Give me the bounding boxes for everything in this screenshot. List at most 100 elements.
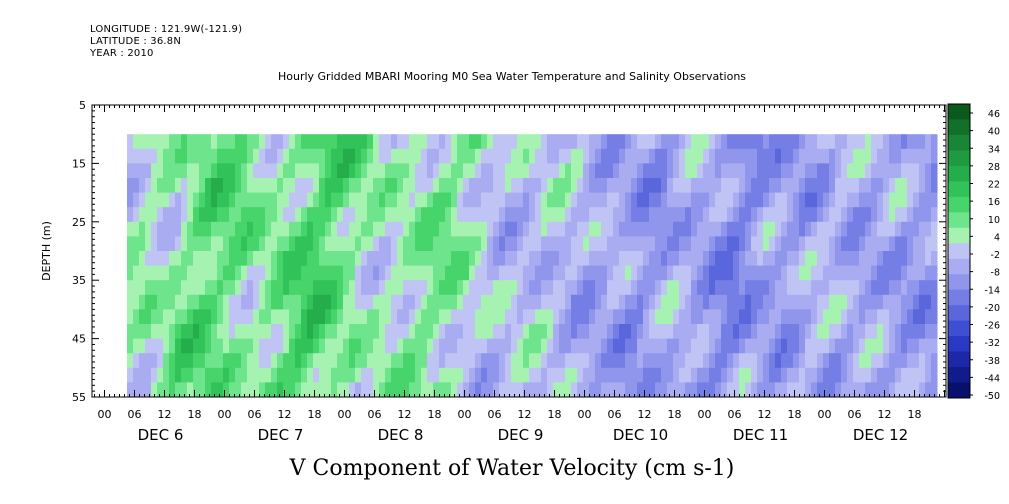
heatmap-cell [637,221,644,237]
heatmap-cell [505,367,512,383]
heatmap-cell [907,324,914,340]
heatmap-cell [637,353,644,369]
heatmap-cell [829,236,836,252]
heatmap-cell [685,324,692,340]
heatmap-cell [589,324,596,340]
heatmap-cell [481,163,488,179]
heatmap-cell [745,367,752,383]
heatmap-cell [433,294,440,310]
heatmap-cell [865,265,872,281]
heatmap-cell [571,324,578,340]
heatmap-cell [163,207,170,223]
heatmap-cell [481,221,488,237]
heatmap-cell [643,236,650,252]
heatmap-cell [337,192,344,208]
heatmap-cell [439,178,446,194]
heatmap-cell [259,207,266,223]
heatmap-cell [523,134,530,150]
heatmap-cell [895,367,902,383]
heatmap-cell [337,324,344,340]
heatmap-cell [211,324,218,340]
heatmap-cell [733,207,740,223]
heatmap-cell [661,294,668,310]
colorbar-label: -44 [984,373,1000,384]
heatmap-cell [685,192,692,208]
heatmap-cell [463,382,470,398]
heatmap-cell [241,163,248,179]
heatmap-cell [751,309,758,325]
heatmap-cell [553,178,560,194]
heatmap-cell [439,382,446,398]
heatmap-cell [853,309,860,325]
heatmap-cell [559,148,566,164]
heatmap-cell [145,134,152,150]
heatmap-cell [385,221,392,237]
heatmap-cell [727,309,734,325]
heatmap-cell [859,251,866,267]
heatmap-cell [337,221,344,237]
heatmap-cell [367,280,374,296]
heatmap-cell [787,207,794,223]
heatmap-cell [493,148,500,164]
heatmap-cell [697,309,704,325]
heatmap-cell [565,148,572,164]
heatmap-cell [247,367,254,383]
heatmap-cell [553,265,560,281]
heatmap-cell [547,178,554,194]
heatmap-cell [145,221,152,237]
heatmap-cell [259,178,266,194]
heatmap-cell [223,207,230,223]
heatmap-cell [907,338,914,354]
heatmap-cell [673,251,680,267]
heatmap-cell [727,280,734,296]
heatmap-cell [787,251,794,267]
heatmap-cell [145,236,152,252]
heatmap-cell [355,382,362,398]
heatmap-cell [349,163,356,179]
heatmap-cell [835,265,842,281]
heatmap-cell [343,338,350,354]
heatmap-cell [589,265,596,281]
heatmap-cell [697,148,704,164]
heatmap-cell [715,353,722,369]
heatmap-cell [763,309,770,325]
heatmap-cell [721,294,728,310]
heatmap-cell [409,367,416,383]
heatmap-cell [187,236,194,252]
heatmap-cell [433,134,440,150]
heatmap-cell [547,236,554,252]
x-hour-label: 18 [788,408,802,421]
heatmap-cell [643,280,650,296]
heatmap-cell [235,134,242,150]
heatmap-cell [727,367,734,383]
heatmap-cell [637,294,644,310]
heatmap-cell [811,353,818,369]
heatmap-cell [289,163,296,179]
heatmap-cell [709,294,716,310]
heatmap-cell [169,236,176,252]
heatmap-cell [805,148,812,164]
heatmap-cell [625,221,632,237]
heatmap-cell [427,207,434,223]
heatmap-cell [679,148,686,164]
heatmap-cell [163,192,170,208]
heatmap-cell [331,207,338,223]
heatmap-cell [439,134,446,150]
heatmap-cell [241,192,248,208]
heatmap-cell [919,367,926,383]
heatmap-cell [619,382,626,398]
heatmap-cell [553,367,560,383]
heatmap-cell [751,148,758,164]
heatmap-cell [775,382,782,398]
heatmap-cell [229,265,236,281]
heatmap-cell [871,251,878,267]
heatmap-cell [853,134,860,150]
heatmap-cell [523,382,530,398]
heatmap-cell [259,309,266,325]
heatmap-cell [853,353,860,369]
x-hour-label: 00 [698,408,712,421]
heatmap-cell [829,207,836,223]
heatmap-cell [391,338,398,354]
heatmap-cell [919,178,926,194]
heatmap-cell [589,309,596,325]
